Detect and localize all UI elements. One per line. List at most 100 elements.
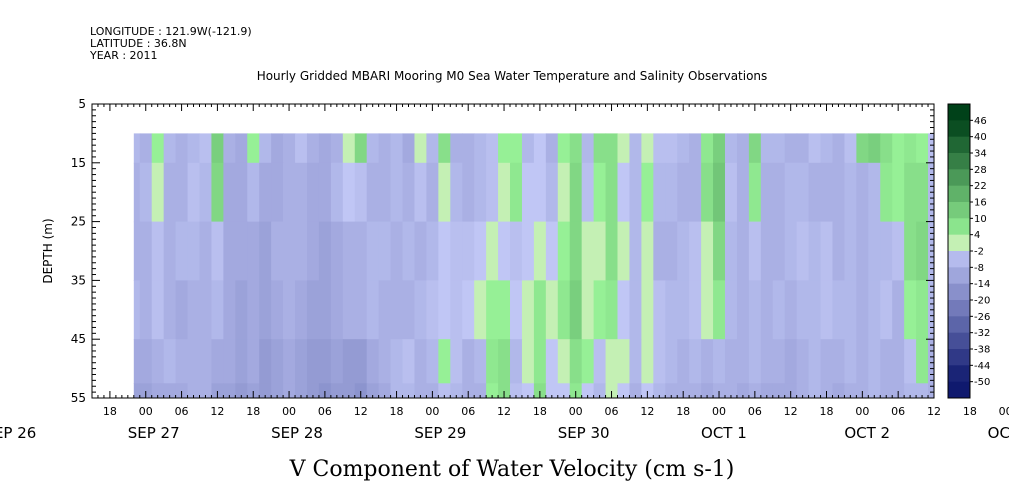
heatmap-cell bbox=[450, 339, 463, 384]
heatmap-cell bbox=[784, 383, 798, 398]
heatmap-cell bbox=[772, 280, 786, 340]
heatmap-cell bbox=[498, 133, 511, 164]
x-day-label: SEP 29 bbox=[414, 424, 466, 442]
heatmap-cell bbox=[641, 383, 654, 398]
heatmap-cell bbox=[133, 339, 141, 384]
colorbar-band bbox=[948, 283, 970, 301]
heatmap-cell bbox=[533, 280, 547, 340]
heatmap-cell bbox=[760, 133, 774, 164]
heatmap-cell bbox=[832, 383, 846, 398]
heatmap-cell bbox=[808, 339, 822, 384]
heatmap-cell bbox=[223, 383, 236, 398]
heatmap-cell bbox=[748, 133, 762, 164]
heatmap-cell bbox=[736, 133, 750, 164]
heatmap-cell bbox=[426, 162, 439, 223]
x-hour-label: 18 bbox=[820, 405, 834, 418]
heatmap-cell bbox=[820, 280, 834, 340]
heatmap-cell bbox=[689, 221, 702, 281]
x-hour-label: 06 bbox=[748, 405, 762, 418]
heatmap-cell bbox=[880, 280, 893, 340]
x-day-label: OCT 1 bbox=[701, 424, 747, 442]
heatmap-cell bbox=[139, 133, 153, 164]
heatmap-cell bbox=[856, 133, 869, 164]
heatmap-cell bbox=[438, 339, 451, 384]
heatmap-cell bbox=[498, 280, 511, 340]
heatmap-cell bbox=[318, 383, 332, 398]
heatmap-cell bbox=[283, 221, 296, 281]
heatmap-cell bbox=[545, 133, 559, 164]
heatmap-cell bbox=[701, 221, 714, 281]
heatmap-cell bbox=[653, 383, 666, 398]
heatmap-cell bbox=[832, 339, 846, 384]
heatmap-cell bbox=[223, 339, 236, 384]
heatmap-cell bbox=[641, 339, 654, 384]
header-year: YEAR : 2011 bbox=[89, 49, 158, 62]
heatmap-cell bbox=[904, 339, 917, 384]
heatmap-cell bbox=[772, 339, 786, 384]
heatmap-cell bbox=[557, 221, 571, 281]
heatmap-cell bbox=[187, 221, 201, 281]
heatmap-cell bbox=[689, 383, 702, 398]
heatmap-cell bbox=[653, 133, 666, 164]
heatmap-cell bbox=[904, 221, 917, 281]
heatmap-cell bbox=[211, 133, 224, 164]
heatmap-cell bbox=[235, 383, 248, 398]
heatmap-cell bbox=[390, 133, 404, 164]
heatmap-cell bbox=[235, 162, 248, 223]
heatmap-cell bbox=[916, 280, 929, 340]
heatmap-cell bbox=[629, 162, 642, 223]
heatmap-cell bbox=[354, 339, 368, 384]
heatmap-cell bbox=[510, 339, 523, 384]
heatmap-cell bbox=[318, 280, 332, 340]
heatmap-cell bbox=[545, 383, 559, 398]
heatmap-cell bbox=[808, 133, 822, 164]
heatmap-cell bbox=[354, 383, 368, 398]
heatmap-cell bbox=[892, 133, 905, 164]
heatmap-cell bbox=[366, 133, 380, 164]
heatmap-cell bbox=[880, 133, 893, 164]
heatmap-cell bbox=[581, 221, 595, 281]
heatmap-cell bbox=[593, 221, 607, 281]
heatmap-cell bbox=[748, 221, 762, 281]
heatmap-cell bbox=[402, 221, 416, 281]
heatmap-cell bbox=[784, 221, 798, 281]
heatmap-cell bbox=[796, 383, 810, 398]
heatmap-cell bbox=[318, 221, 332, 281]
heatmap-cell bbox=[342, 339, 356, 384]
heatmap-cell bbox=[247, 162, 260, 223]
heatmap-cell bbox=[295, 133, 308, 164]
heatmap-cell bbox=[545, 280, 559, 340]
heatmap-cell bbox=[689, 133, 702, 164]
heatmap-cell bbox=[259, 162, 272, 223]
heatmap-cell bbox=[474, 133, 487, 164]
heatmap-cell bbox=[163, 162, 177, 223]
axes: 5 15 25 35 45 55 18 00 06 12 18 00 06 12 18 00 06 12 18 00 0… bbox=[0, 97, 1009, 442]
heatmap-cell bbox=[748, 383, 762, 398]
heatmap-cell bbox=[486, 339, 499, 384]
heatmap-cell bbox=[199, 339, 213, 384]
heatmap-cell bbox=[593, 280, 607, 340]
heatmap-cell bbox=[701, 339, 714, 384]
heatmap-cell bbox=[904, 162, 917, 223]
x-hour-label: 06 bbox=[891, 405, 905, 418]
heatmap-cell bbox=[605, 339, 619, 384]
colorbar-band bbox=[948, 136, 970, 154]
heatmap-cell bbox=[390, 221, 404, 281]
x-hour-label: 12 bbox=[784, 405, 798, 418]
colorbar-label: -8 bbox=[974, 263, 984, 274]
heatmap-cell bbox=[569, 162, 583, 223]
heatmap-cell bbox=[713, 383, 726, 398]
heatmap-cell bbox=[701, 383, 714, 398]
heatmap-cell bbox=[557, 162, 571, 223]
heatmap-cell bbox=[199, 383, 213, 398]
heatmap-cell bbox=[354, 280, 368, 340]
colorbar-band bbox=[948, 300, 970, 317]
heatmap-cell bbox=[259, 339, 272, 384]
heatmap-cell bbox=[163, 383, 177, 398]
heatmap-cell bbox=[760, 383, 774, 398]
heatmap-cell bbox=[139, 339, 153, 384]
heatmap-cell bbox=[187, 339, 201, 384]
heatmap-cell bbox=[796, 221, 810, 281]
heatmap-cell bbox=[569, 339, 583, 384]
heatmap-cell bbox=[641, 133, 654, 164]
